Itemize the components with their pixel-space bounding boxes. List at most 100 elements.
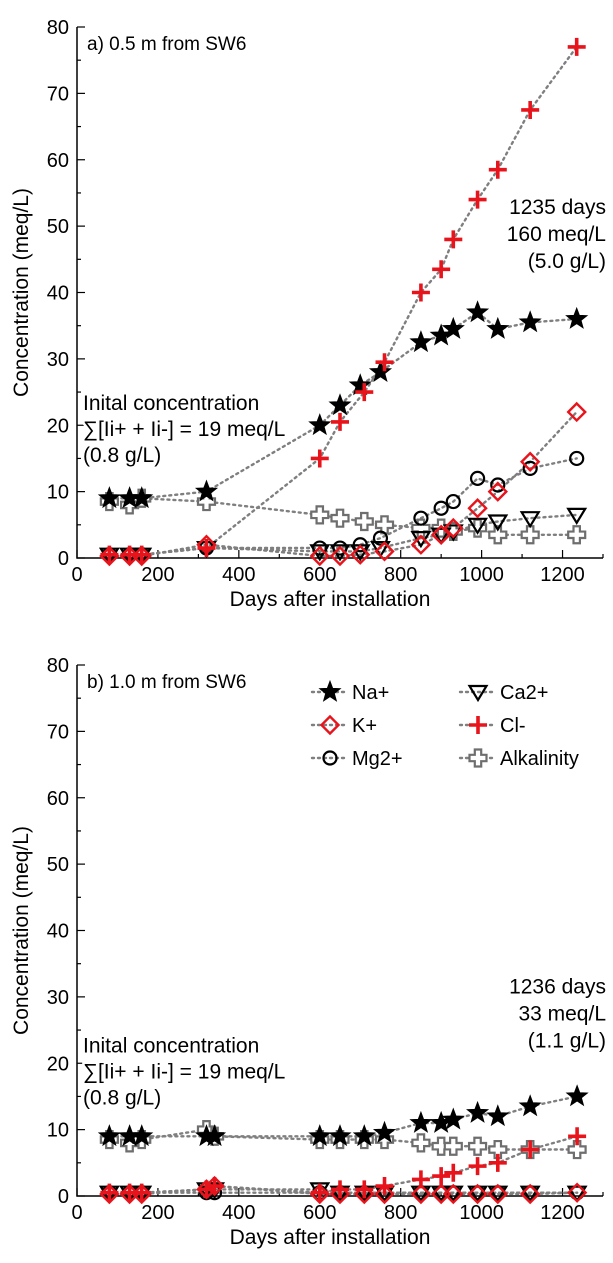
legend-marker xyxy=(319,714,341,736)
axes-frame xyxy=(76,27,603,559)
point-cl xyxy=(488,1153,507,1172)
point-alkalinity xyxy=(488,525,508,545)
point-cl xyxy=(432,260,451,279)
point-k xyxy=(354,1183,375,1205)
point-cl xyxy=(331,412,349,431)
point-alkalinity xyxy=(443,1136,463,1156)
point-ca2 xyxy=(487,514,509,532)
point-ca2 xyxy=(430,527,452,545)
y-tick-label: 80 xyxy=(47,17,69,39)
point-na xyxy=(194,479,219,502)
point-na xyxy=(130,1124,154,1147)
point-k xyxy=(566,401,587,423)
point-cl xyxy=(310,1183,329,1202)
point-k xyxy=(467,1183,488,1205)
final-annotation-line: 1236 days xyxy=(509,976,606,999)
point-cl xyxy=(375,1177,394,1196)
point-na xyxy=(409,330,433,353)
point-na xyxy=(441,1107,465,1130)
x-tick-label: 600 xyxy=(303,564,336,586)
final-annotation-line: (1.1 g/L) xyxy=(528,1030,606,1053)
x-tick-label: 1000 xyxy=(459,1202,504,1224)
point-cl xyxy=(488,160,507,179)
point-cl xyxy=(444,1163,463,1182)
point-mg2 xyxy=(469,470,486,486)
point-ca2 xyxy=(467,517,489,535)
initial-annotation-line: Inital concentration xyxy=(83,392,259,415)
x-tick-label: 1200 xyxy=(540,564,585,586)
point-na xyxy=(203,1124,227,1147)
legend-marker xyxy=(468,748,488,768)
initial-annotation-line: ∑[Ii+ + Ii-] = 19 meq/L xyxy=(83,1061,285,1084)
x-tick-label: 800 xyxy=(384,564,417,586)
point-na xyxy=(368,360,393,382)
series-na xyxy=(97,300,589,509)
series-line-alkalinity xyxy=(108,1128,579,1151)
point-k xyxy=(410,1183,432,1205)
point-na xyxy=(372,1120,397,1143)
point-mg2 xyxy=(490,477,506,493)
point-na xyxy=(328,1124,352,1147)
x-tick-label: 400 xyxy=(222,1202,255,1224)
point-k xyxy=(329,545,351,567)
final-annotation-line: 160 meq/L xyxy=(507,223,606,246)
point-na xyxy=(352,1124,376,1147)
point-na xyxy=(308,1124,332,1147)
y-tick-label: 0 xyxy=(58,548,69,570)
y-tick-label: 40 xyxy=(47,283,69,305)
y-tick-label: 50 xyxy=(47,216,69,238)
point-na xyxy=(97,486,121,509)
point-alkalinity xyxy=(467,518,488,538)
point-cl xyxy=(331,1180,349,1199)
point-k xyxy=(487,481,508,502)
panel-label: a) 0.5 m from SW6 xyxy=(87,34,246,55)
x-tick-label: 1000 xyxy=(459,564,504,586)
y-tick-label: 70 xyxy=(47,721,69,743)
x-axis-title: Days after installation xyxy=(230,1226,431,1249)
point-alkalinity xyxy=(374,515,395,535)
series-line-na xyxy=(108,310,578,500)
point-cl xyxy=(432,1167,451,1186)
point-ca2 xyxy=(566,1185,588,1203)
point-cl xyxy=(132,545,151,564)
y-tick-label: 0 xyxy=(58,1186,69,1208)
x-tick-label: 0 xyxy=(71,564,82,586)
point-alkalinity xyxy=(567,1139,587,1160)
point-na xyxy=(518,310,542,333)
series-line-mg2 xyxy=(108,457,578,556)
y-tick-label: 20 xyxy=(47,1053,69,1075)
point-na xyxy=(565,1084,589,1107)
point-cl xyxy=(100,545,119,564)
point-k xyxy=(410,534,432,555)
point-mg2 xyxy=(569,450,585,467)
final-annotation-line: 1235 days xyxy=(509,196,606,219)
point-cl xyxy=(197,1180,216,1199)
point-k xyxy=(374,541,395,562)
y-tick-label: 10 xyxy=(47,482,69,504)
y-tick-label: 40 xyxy=(47,921,69,943)
series-line-ca2 xyxy=(108,1188,579,1194)
legend-label: Ca2+ xyxy=(500,682,548,704)
point-na xyxy=(409,1110,433,1133)
point-cl xyxy=(521,1140,540,1159)
y-tick-label: 60 xyxy=(47,150,69,172)
point-mg2 xyxy=(372,530,389,546)
x-tick-label: 1200 xyxy=(540,1202,585,1224)
point-cl xyxy=(310,449,329,468)
point-k xyxy=(350,544,371,565)
point-cl xyxy=(197,539,216,558)
y-axis-title: Concentration (meq/L) xyxy=(10,826,33,1035)
final-annotation-line: 33 meq/L xyxy=(518,1003,606,1026)
series-line-cl xyxy=(108,1135,579,1194)
legend-label: Alkalinity xyxy=(500,748,579,770)
y-tick-label: 20 xyxy=(47,415,69,437)
series-line-na xyxy=(108,1095,579,1138)
point-ca2 xyxy=(370,540,391,559)
x-tick-label: 200 xyxy=(141,1202,174,1224)
point-ca2 xyxy=(566,507,588,525)
legend-marker xyxy=(467,684,489,703)
point-alkalinity xyxy=(488,1139,508,1160)
y-tick-label: 10 xyxy=(47,1120,69,1142)
